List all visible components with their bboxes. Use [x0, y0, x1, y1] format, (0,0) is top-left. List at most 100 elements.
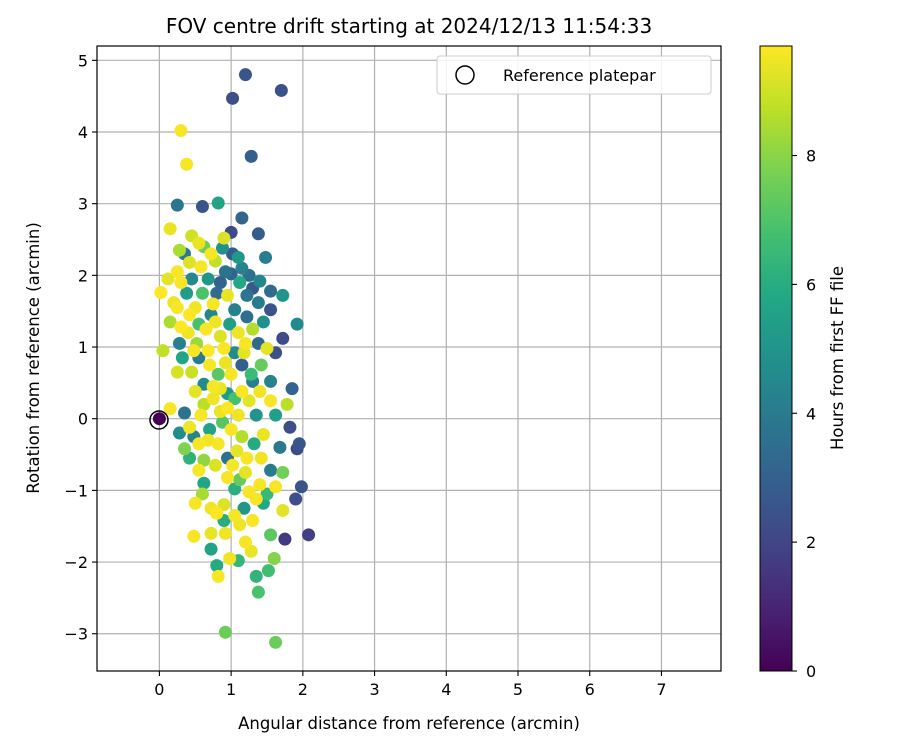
scatter-point [233, 276, 247, 290]
scatter-point [276, 503, 290, 517]
scatter-point [274, 83, 288, 97]
y-tick-label: 0 [78, 410, 88, 429]
scatter-point [204, 542, 218, 556]
scatter-point [302, 528, 316, 542]
scatter-point [242, 394, 256, 408]
scatter-point [228, 508, 242, 522]
colorbar-tick-label: 6 [806, 275, 816, 294]
scatter-point [174, 320, 188, 334]
scatter-point [174, 124, 188, 138]
y-tick-label: 4 [78, 123, 88, 142]
scatter-point [256, 315, 270, 329]
scatter-point [217, 341, 231, 355]
scatter-point [249, 569, 263, 583]
scatter-point [235, 211, 249, 225]
scatter-point [290, 317, 304, 331]
scatter-point [269, 480, 283, 494]
scatter-point [235, 261, 249, 275]
scatter-point [247, 437, 261, 451]
scatter-point [237, 501, 251, 515]
scatter-point [264, 394, 278, 408]
x-tick-label: 6 [585, 680, 595, 699]
scatter-point [187, 529, 201, 543]
scatter-point [280, 397, 294, 411]
scatter-point [183, 308, 197, 322]
scatter-point [216, 415, 230, 429]
scatter-point [242, 485, 256, 499]
x-tick-label: 1 [226, 680, 236, 699]
colorbar-gradient [759, 45, 793, 672]
scatter-point [254, 358, 268, 372]
scatter-point [246, 322, 260, 336]
scatter-point [218, 526, 232, 540]
scatter-point [183, 255, 197, 269]
scatter-point [289, 492, 303, 506]
scatter-point [251, 585, 265, 599]
scatter-point [178, 406, 192, 420]
scatter-point [218, 265, 232, 279]
scatter-point [238, 68, 252, 82]
scatter-point [251, 227, 265, 241]
scatter-point [174, 276, 188, 290]
scatter-point [246, 513, 260, 527]
scatter-point [273, 440, 287, 454]
scatter-point [206, 297, 220, 311]
scatter-point [172, 426, 186, 440]
scatter-point [240, 288, 254, 302]
chart-title: FOV centre drift starting at 2024/12/13 … [166, 14, 652, 38]
legend-marker-icon [455, 65, 475, 85]
scatter-point [206, 379, 220, 393]
scatter-point [204, 247, 218, 261]
legend-box [436, 55, 712, 95]
scatter-point [283, 420, 297, 434]
colorbar-label: Hours from first FF file [828, 266, 847, 450]
scatter-point [292, 437, 306, 451]
scatter-point [264, 528, 278, 542]
x-tick-label: 3 [369, 680, 379, 699]
scatter-point [218, 356, 232, 370]
scatter-point [238, 336, 252, 350]
scatter-point [185, 272, 199, 286]
scatter-point [161, 272, 175, 286]
scatter-point [154, 286, 168, 300]
reference-platepar-marker [149, 410, 169, 430]
x-tick-label: 5 [513, 680, 523, 699]
legend: Reference platepar [436, 55, 712, 95]
scatter-point [208, 315, 222, 329]
scatter-point [276, 288, 290, 302]
x-tick-label: 7 [656, 680, 666, 699]
y-tick-label: −2 [64, 553, 88, 572]
scatter-point [294, 480, 308, 494]
scatter-point [170, 301, 184, 315]
scatter-point [203, 422, 217, 436]
legend-label: Reference platepar [503, 66, 656, 85]
scatter-point [170, 365, 184, 379]
scatter-point [195, 200, 209, 214]
scatter-point [224, 367, 238, 381]
scatter-point [278, 532, 292, 546]
scatter-point [276, 331, 290, 345]
scatter-point [221, 470, 235, 484]
scatter-point [231, 408, 245, 422]
scatter-point [269, 635, 283, 649]
scatter-point [210, 286, 224, 300]
scatter-point [253, 478, 267, 492]
scatter-point [264, 374, 278, 388]
scatter-point [235, 384, 249, 398]
scatter-point [264, 463, 278, 477]
scatter-point [194, 260, 208, 274]
scatter-point [170, 265, 184, 279]
scatter-point [194, 408, 208, 422]
grid [97, 46, 721, 671]
y-axis-label: Rotation from reference (arcmin) [24, 222, 43, 494]
scatter-point [172, 336, 186, 350]
scatter-point [228, 303, 242, 317]
scatter-point [199, 322, 213, 336]
scatter-point [240, 310, 254, 324]
scatter-point [221, 288, 235, 302]
scatter-point [195, 286, 209, 300]
scatter-point [197, 397, 211, 411]
scatter-point [211, 196, 225, 210]
y-tick-label: 3 [78, 195, 88, 214]
scatter-point [264, 303, 278, 317]
